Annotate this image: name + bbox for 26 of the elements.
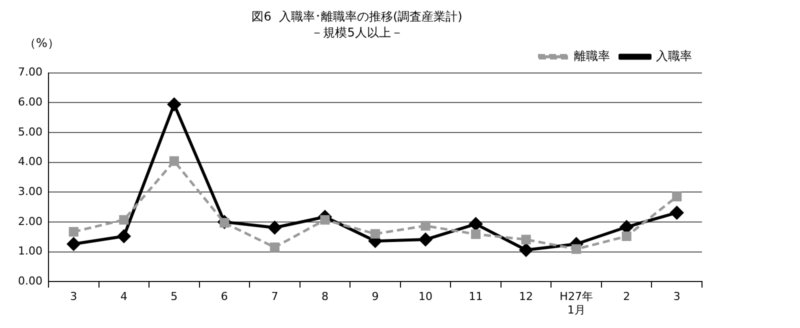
x-tick-label: 3: [70, 290, 78, 304]
x-tick-label: 2: [623, 290, 630, 304]
x-tick-label: 9: [372, 290, 379, 304]
y-tick-label: 5.00: [18, 125, 42, 138]
x-tick-label: 7: [271, 290, 278, 304]
x-tick-label: H27年 1月: [560, 290, 593, 316]
x-tick-label: 12: [519, 290, 534, 304]
legend-label: 離職率: [574, 48, 610, 63]
y-tick-label: 0.00: [18, 274, 42, 288]
x-tick-label: 11: [468, 290, 483, 304]
y-tick-label: 7.00: [18, 66, 42, 79]
legend-label: 入職率: [656, 48, 692, 63]
y-axis-title: （%）: [24, 36, 60, 50]
x-tick-label: 6: [220, 290, 228, 304]
y-tick-label: 2.00: [18, 214, 42, 228]
y-tick-label: 6.00: [18, 95, 42, 108]
x-tick-label: 5: [170, 290, 178, 304]
chart-subtitle: －規模5人以上－: [311, 26, 403, 40]
x-tick-label: 4: [120, 290, 128, 304]
y-tick-label: 3.00: [18, 184, 42, 198]
x-tick-label: 3: [673, 290, 680, 304]
x-tick-label: 10: [418, 290, 433, 304]
x-tick-label: 8: [321, 290, 328, 304]
y-tick-label: 4.00: [18, 155, 42, 168]
chart-title: 図6 入職率･離職率の推移(調査産業計): [252, 9, 462, 24]
y-tick-label: 1.00: [18, 244, 42, 258]
